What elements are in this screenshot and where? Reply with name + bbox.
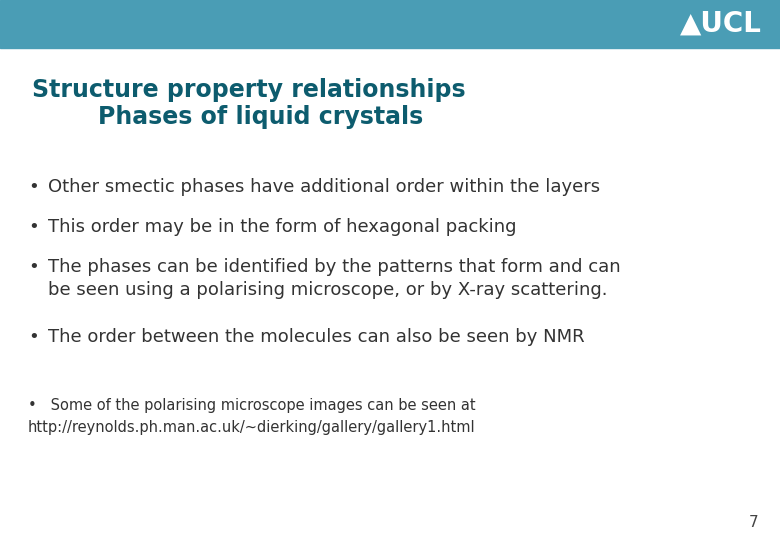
Text: •: • [28, 328, 39, 346]
Text: Phases of liquid crystals: Phases of liquid crystals [32, 105, 424, 129]
Text: http://reynolds.ph.man.ac.uk/~dierking/gallery/gallery1.html: http://reynolds.ph.man.ac.uk/~dierking/g… [28, 420, 476, 435]
Bar [0, 0, 780, 48]
Text: •: • [28, 178, 39, 196]
Text: Structure property relationships: Structure property relationships [32, 78, 466, 102]
Text: ▲UCL: ▲UCL [680, 10, 762, 38]
Text: •: • [28, 258, 39, 276]
Text: This order may be in the form of hexagonal packing: This order may be in the form of hexagon… [48, 218, 516, 236]
Text: The order between the molecules can also be seen by NMR: The order between the molecules can also… [48, 328, 585, 346]
Text: •   Some of the polarising microscope images can be seen at: • Some of the polarising microscope imag… [28, 398, 476, 413]
Text: 7: 7 [748, 515, 758, 530]
Text: •: • [28, 218, 39, 236]
Text: The phases can be identified by the patterns that form and can
be seen using a p: The phases can be identified by the patt… [48, 258, 621, 299]
Text: Other smectic phases have additional order within the layers: Other smectic phases have additional ord… [48, 178, 600, 196]
